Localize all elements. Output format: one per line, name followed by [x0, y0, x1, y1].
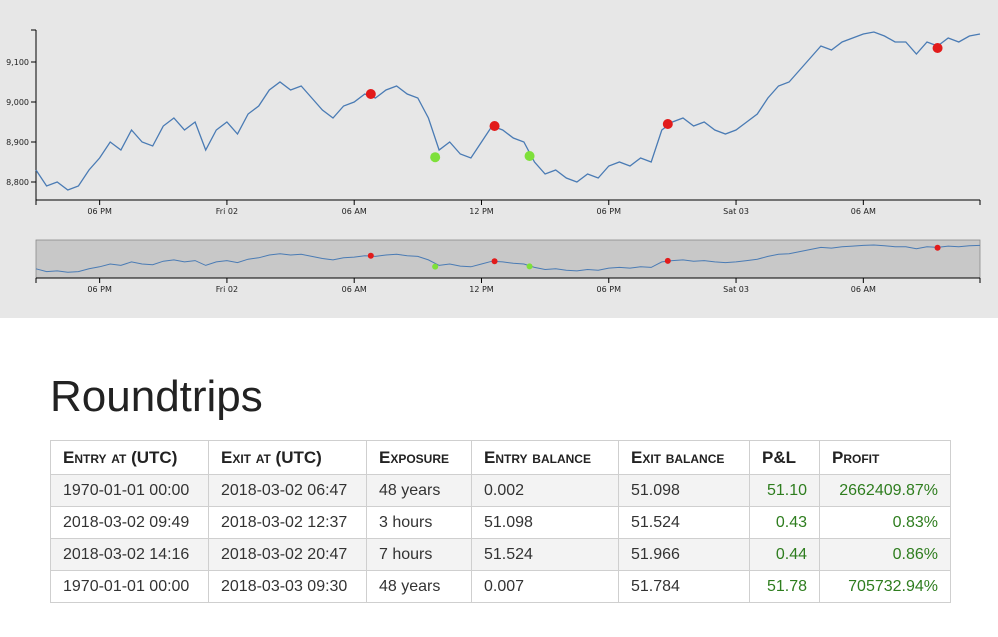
navigator-buy-trade-marker — [526, 263, 533, 270]
roundtrips-table: Entry at (UTC) Exit at (UTC) Exposure En… — [50, 440, 951, 603]
column-header-entry-at: Entry at (UTC) — [50, 440, 209, 475]
exit-at-cell: 2018-03-02 12:37 — [208, 506, 367, 539]
y-axis-tick-label: 9,000 — [6, 98, 29, 107]
navigator-sell-trade-marker — [664, 257, 671, 264]
navigator-x-axis-tick-label: Sat 03 — [723, 285, 749, 294]
y-axis-tick-label: 9,100 — [6, 58, 29, 67]
y-axis-tick-label: 8,900 — [6, 138, 29, 147]
navigator-price-line — [35, 244, 981, 273]
entry-at-cell: 1970-01-01 00:00 — [50, 570, 209, 603]
navigator-brush — [35, 239, 981, 279]
navigator-x-axis-tick-label: Fri 02 — [216, 285, 238, 294]
navigator-x-axis-tick-label: 12 PM — [469, 285, 494, 294]
profit-cell: 2662409.87% — [819, 474, 951, 507]
exposure-cell: 3 hours — [366, 506, 472, 539]
navigator-x-axis-tick-label: 06 AM — [342, 285, 367, 294]
x-axis-tick-label: Sat 03 — [723, 207, 749, 216]
navigator-buy-trade-marker — [432, 263, 439, 270]
navigator-sell-trade-marker — [491, 258, 498, 265]
price-chart-panel[interactable]: 8,800 8,900 9,000 9,100 06 PM Fri 02 06 AM 12 P… — [0, 0, 998, 318]
sell-trade-marker — [489, 121, 500, 131]
table-row: 1970-01-01 00:00 2018-03-02 06:47 48 yea… — [50, 474, 951, 507]
buy-trade-marker — [430, 152, 441, 163]
entry-balance-cell: 0.002 — [471, 474, 619, 507]
price-line — [35, 31, 981, 191]
exit-at-cell: 2018-03-02 06:47 — [208, 474, 367, 507]
column-header-exit-at: Exit at (UTC) — [208, 440, 367, 475]
table-row: 1970-01-01 00:00 2018-03-03 09:30 48 yea… — [50, 570, 951, 603]
x-axis-tick-label: 06 PM — [87, 207, 112, 216]
exit-at-cell: 2018-03-02 20:47 — [208, 538, 367, 571]
sell-trade-marker — [365, 89, 376, 99]
pnl-cell: 51.10 — [749, 474, 820, 507]
entry-balance-cell: 51.098 — [471, 506, 619, 539]
x-axis-tick-label: 06 AM — [851, 207, 876, 216]
x-axis-tick-label: 12 PM — [469, 207, 494, 216]
column-header-entry-balance: Entry balance — [471, 440, 619, 475]
price-chart[interactable]: 8,800 8,900 9,000 9,100 06 PM Fri 02 06 AM 12 P… — [0, 0, 998, 318]
navigator-x-axis-tick-label: 06 PM — [597, 285, 622, 294]
exit-balance-cell: 51.966 — [618, 538, 750, 571]
navigator-sell-trade-marker — [367, 252, 374, 259]
pnl-cell: 0.44 — [749, 538, 820, 571]
roundtrips-heading: Roundtrips — [50, 372, 263, 421]
table-row: 2018-03-02 09:49 2018-03-02 12:37 3 hour… — [50, 506, 951, 539]
sell-trade-marker — [932, 43, 943, 53]
exit-balance-cell: 51.784 — [618, 570, 750, 603]
table-row: 2018-03-02 14:16 2018-03-02 20:47 7 hour… — [50, 538, 951, 571]
sell-trade-marker — [662, 119, 673, 129]
exit-balance-cell: 51.524 — [618, 506, 750, 539]
exit-balance-cell: 51.098 — [618, 474, 750, 507]
exposure-cell: 48 years — [366, 570, 472, 603]
entry-balance-cell: 0.007 — [471, 570, 619, 603]
x-axis-tick-label: Fri 02 — [216, 207, 238, 216]
pnl-cell: 0.43 — [749, 506, 820, 539]
entry-at-cell: 1970-01-01 00:00 — [50, 474, 209, 507]
profit-cell: 0.83% — [819, 506, 951, 539]
y-axis-tick-label: 8,800 — [6, 178, 29, 187]
buy-trade-marker — [524, 151, 535, 161]
profit-cell: 705732.94% — [819, 570, 951, 603]
column-header-profit: Profit — [819, 440, 951, 475]
exposure-cell: 7 hours — [366, 538, 472, 571]
x-axis-tick-label: 06 AM — [342, 207, 367, 216]
exit-at-cell: 2018-03-03 09:30 — [208, 570, 367, 603]
profit-cell: 0.86% — [819, 538, 951, 571]
x-axis-tick-label: 06 PM — [597, 207, 622, 216]
entry-at-cell: 2018-03-02 09:49 — [50, 506, 209, 539]
exposure-cell: 48 years — [366, 474, 472, 507]
entry-at-cell: 2018-03-02 14:16 — [50, 538, 209, 571]
navigator-sell-trade-marker — [934, 244, 941, 251]
column-header-exposure: Exposure — [366, 440, 472, 475]
table-header-row: Entry at (UTC) Exit at (UTC) Exposure En… — [50, 440, 951, 475]
column-header-exit-balance: Exit balance — [618, 440, 750, 475]
pnl-cell: 51.78 — [749, 570, 820, 603]
navigator-x-axis-tick-label: 06 AM — [851, 285, 876, 294]
column-header-pnl: P&L — [749, 440, 820, 475]
navigator-x-axis-tick-label: 06 PM — [87, 285, 112, 294]
entry-balance-cell: 51.524 — [471, 538, 619, 571]
